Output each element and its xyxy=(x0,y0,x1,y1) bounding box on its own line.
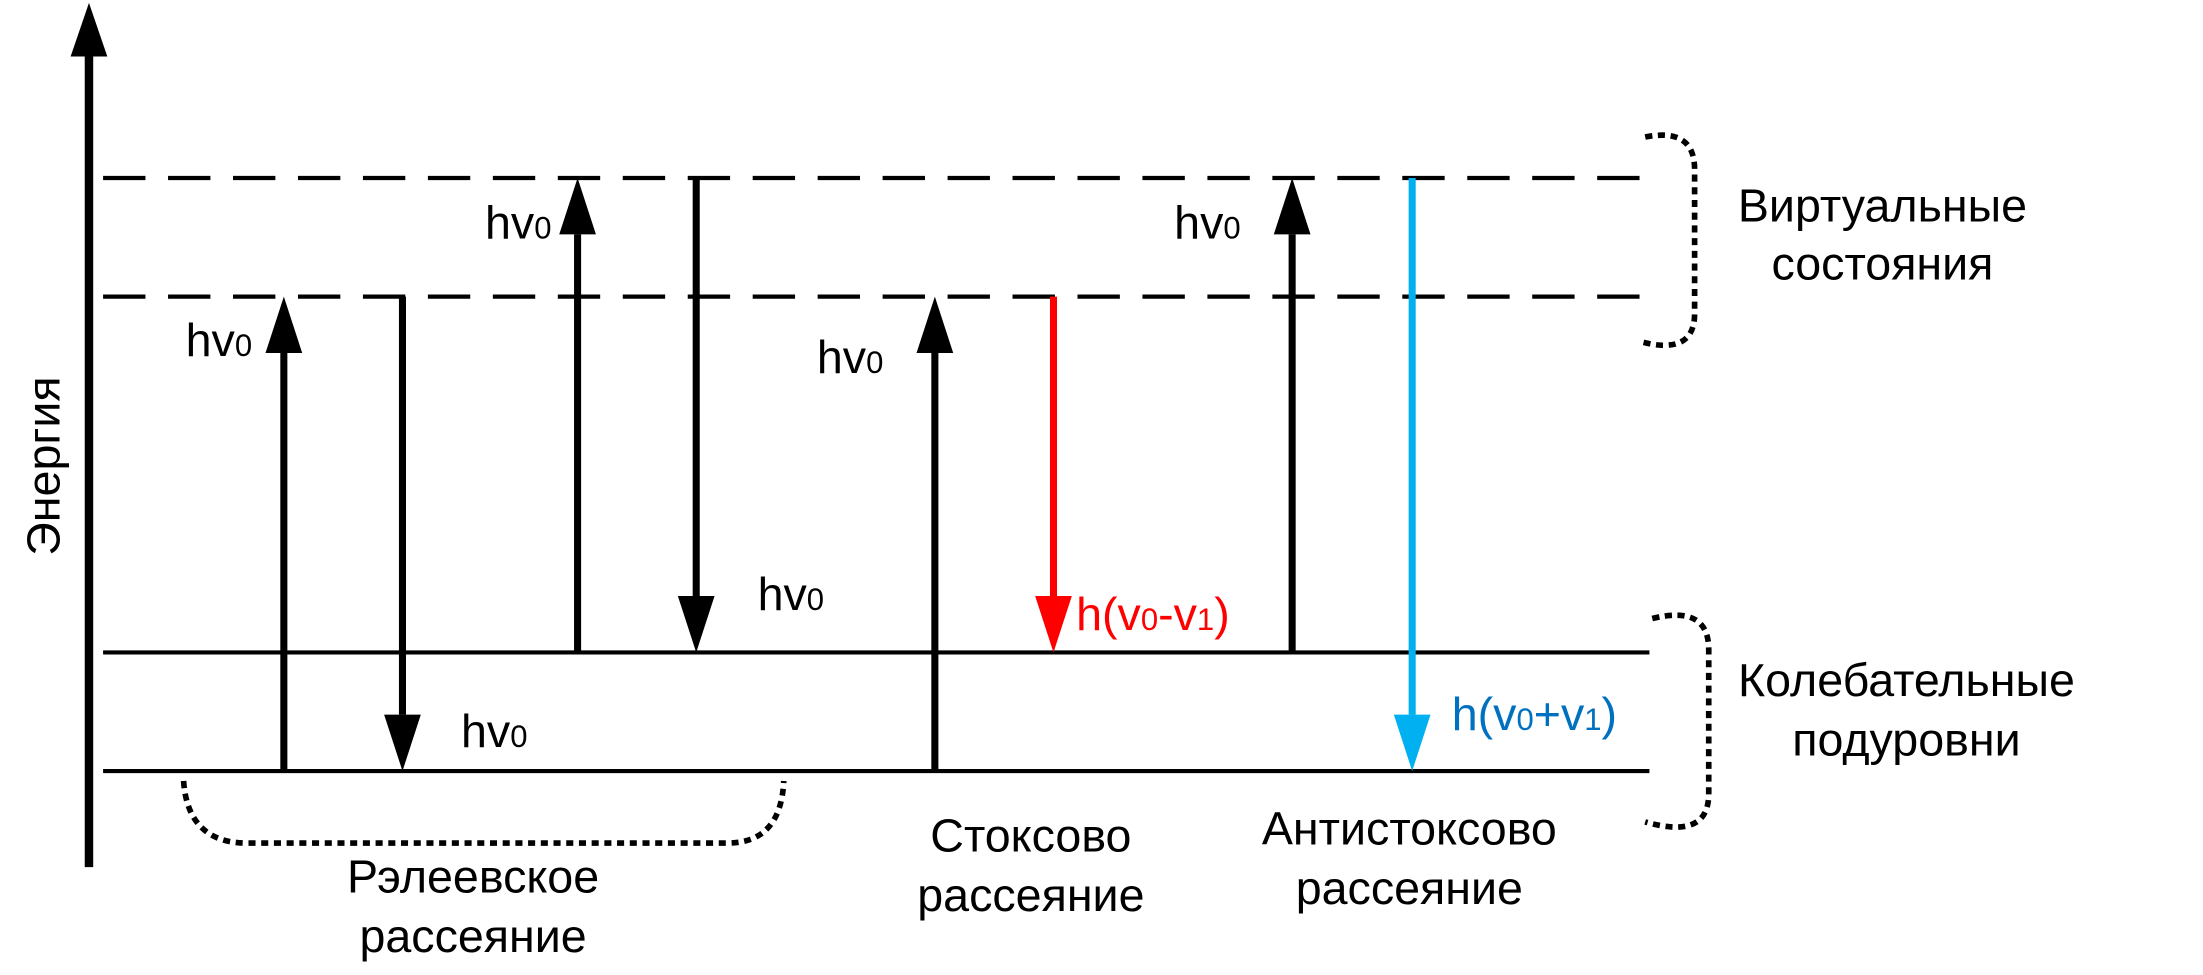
label-text: hv xyxy=(186,314,236,366)
virtual-levels xyxy=(103,175,1650,299)
transition-arrow: hv0 xyxy=(1174,177,1311,653)
label-text: h(v xyxy=(1452,688,1517,740)
level-label: Колебательные xyxy=(1738,654,2075,706)
arrow-label: h(v0+v1) xyxy=(1452,688,1617,740)
label-text: hv xyxy=(485,197,535,249)
arrow-label: hv0 xyxy=(817,331,884,383)
arrow-head xyxy=(1393,714,1431,772)
scattering-label: рассеяние xyxy=(359,910,586,962)
label-text: hv xyxy=(758,568,808,620)
energy-axis-head xyxy=(70,2,108,57)
arrow-label: hv0 xyxy=(758,568,825,620)
arrow-head xyxy=(1273,177,1311,235)
arrow-label: hv0 xyxy=(1174,197,1241,249)
arrow-label: h(v0-v1) xyxy=(1076,588,1230,640)
arrow-head xyxy=(677,595,715,653)
arrow-label: hv0 xyxy=(461,705,528,757)
transition-arrow: h(v0-v1) xyxy=(1035,296,1230,653)
arrow-head xyxy=(1035,595,1072,653)
arrow-head xyxy=(559,177,596,235)
scattering-label: Стоксово xyxy=(930,810,1131,862)
transition-arrow: hv0 xyxy=(384,296,528,772)
label-text: -v xyxy=(1158,588,1198,640)
label-text: ) xyxy=(1602,688,1618,740)
transition-arrow: hv0 xyxy=(186,296,303,772)
label-text: +v xyxy=(1534,688,1585,740)
level-label: Виртуальные xyxy=(1738,180,2027,232)
label-subscript: 0 xyxy=(807,582,824,617)
label-text: hv xyxy=(817,331,867,383)
label-subscript: 0 xyxy=(534,211,551,246)
transition-arrow: hv0 xyxy=(485,177,596,653)
arrow-head xyxy=(916,296,954,354)
label-text: hv xyxy=(1174,197,1224,249)
label-subscript: 0 xyxy=(235,328,252,363)
label-subscript: 0 xyxy=(1223,211,1240,246)
label-subscript: 0 xyxy=(866,345,883,380)
arrow-label: hv0 xyxy=(485,197,552,249)
vibrational-levels xyxy=(103,650,1650,774)
scattering-label: рассеяние xyxy=(917,869,1144,921)
label-subscript: 0 xyxy=(1516,702,1533,737)
transition-arrow: hv0 xyxy=(817,296,954,772)
level-label: состояния xyxy=(1771,238,1993,290)
label-text: h(v xyxy=(1076,588,1141,640)
label-subscript: 0 xyxy=(510,719,527,754)
scattering-label: Рэлеевское xyxy=(347,851,599,903)
label-text: hv xyxy=(461,705,511,757)
brace xyxy=(180,780,787,846)
arrow-label: hv0 xyxy=(186,314,253,366)
label-subscript: 1 xyxy=(1584,702,1601,737)
scattering-label: Антистоксово xyxy=(1262,802,1557,854)
transition-arrow: h(v0+v1) xyxy=(1393,177,1617,772)
label-subscript: 0 xyxy=(1141,602,1158,637)
arrow-head xyxy=(265,296,303,354)
braces xyxy=(180,132,1712,846)
transition-arrow: hv0 xyxy=(677,177,825,653)
level-label: подуровни xyxy=(1792,714,2020,766)
brace xyxy=(1644,612,1712,830)
axis-label: Энергия xyxy=(17,376,69,555)
label-text: ) xyxy=(1214,588,1230,640)
arrow-head xyxy=(384,714,421,772)
label-subscript: 1 xyxy=(1197,602,1214,637)
brace xyxy=(1640,132,1698,348)
scattering-label: рассеяние xyxy=(1296,862,1523,914)
